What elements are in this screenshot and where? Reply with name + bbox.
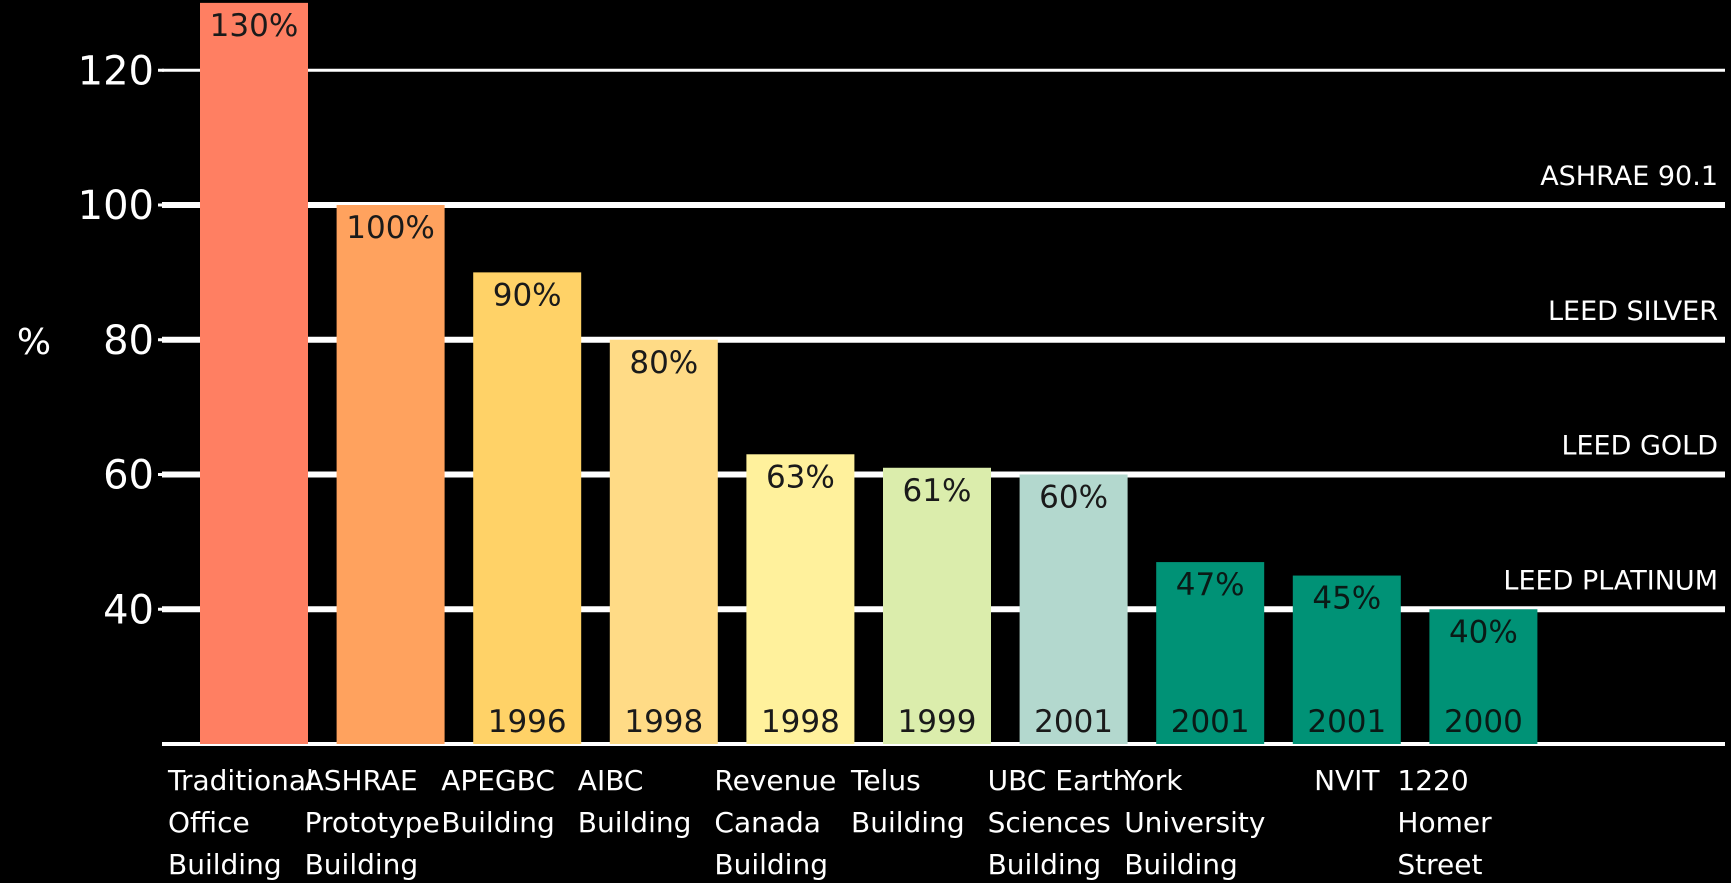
y-tick-label-120: 120 bbox=[78, 48, 154, 94]
x-tick-label-line: Canada bbox=[714, 806, 821, 839]
y-axis-label: % bbox=[17, 322, 51, 363]
x-tick-label-line: 1220 bbox=[1397, 764, 1468, 797]
x-tick-label-4: Revenue Canada Building bbox=[714, 764, 836, 881]
bar-year-label-9: 2000 bbox=[1444, 704, 1523, 740]
x-tick-label-line: Office bbox=[168, 806, 250, 839]
x-tick-label-line: Building bbox=[714, 848, 828, 881]
bar-value-label-3: 80% bbox=[629, 345, 698, 381]
x-tick-label-line: APEGBC bbox=[441, 764, 555, 797]
x-tick-label-line: Traditional bbox=[167, 764, 314, 797]
bar-year-label-7: 2001 bbox=[1171, 704, 1250, 740]
bars: 130% 100% 90% 1996 80% 1998 63% 1998 61% 1999 60% 2… bbox=[200, 2, 1538, 744]
bar-9 bbox=[1429, 609, 1538, 744]
reference-labels: ASHRAE 90.1 LEED SILVER LEED GOLD LEED PLAT… bbox=[1503, 161, 1718, 596]
bar-8 bbox=[1292, 575, 1401, 744]
x-tick-label-7: York University Building bbox=[1123, 764, 1265, 881]
bar-5 bbox=[883, 467, 991, 744]
x-tick-label-line: ASHRAE bbox=[305, 764, 418, 797]
x-tick-label-line: Building bbox=[305, 848, 419, 881]
bar-value-label-5: 61% bbox=[903, 473, 972, 509]
bar-value-label-8: 45% bbox=[1312, 581, 1381, 617]
x-tick-label-line: Revenue bbox=[714, 764, 836, 797]
x-tick-label-line: University bbox=[1124, 806, 1265, 839]
y-axis: 40 60 80 100 120% bbox=[17, 48, 164, 633]
x-tick-label-1: ASHRAE Prototype Building bbox=[305, 764, 440, 881]
x-tick-label-2: APEGBC Building bbox=[441, 764, 555, 839]
x-tick-label-5: Telus Building bbox=[850, 764, 965, 839]
x-axis-category-labels: Traditional Office Building ASHRAE Prototype… bbox=[167, 764, 1492, 881]
bar-value-label-4: 63% bbox=[766, 459, 835, 495]
y-tick-label-80: 80 bbox=[103, 318, 154, 364]
bar-6 bbox=[1019, 474, 1128, 744]
reference-label-3: LEED PLATINUM bbox=[1503, 565, 1718, 596]
x-tick-label-8: NVIT bbox=[1314, 764, 1380, 797]
x-tick-label-line: Building bbox=[578, 806, 692, 839]
bar-year-label-5: 1999 bbox=[898, 704, 977, 740]
reference-label-0: ASHRAE 90.1 bbox=[1540, 161, 1718, 192]
x-tick-label-0: Traditional Office Building bbox=[167, 764, 314, 881]
x-tick-label-line: York bbox=[1123, 764, 1183, 797]
bar-1 bbox=[336, 205, 445, 744]
x-tick-label-line: Building bbox=[168, 848, 282, 881]
x-tick-label-line: Sciences bbox=[988, 806, 1111, 839]
x-tick-label-line: NVIT bbox=[1314, 764, 1380, 797]
bar-value-label-2: 90% bbox=[493, 277, 562, 313]
bar-value-label-7: 47% bbox=[1176, 567, 1245, 603]
bar-year-label-8: 2001 bbox=[1307, 704, 1386, 740]
bar-year-label-2: 1996 bbox=[488, 704, 567, 740]
bar-year-label-3: 1998 bbox=[624, 704, 703, 740]
x-tick-label-line: Building bbox=[441, 806, 555, 839]
x-tick-label-6: UBC Earth Sciences Building bbox=[988, 764, 1131, 881]
x-tick-label-line: Building bbox=[851, 806, 965, 839]
bar-year-label-4: 1998 bbox=[761, 704, 840, 740]
reference-label-1: LEED SILVER bbox=[1548, 296, 1718, 327]
x-tick-label-line: Telus bbox=[850, 764, 921, 797]
reference-label-2: LEED GOLD bbox=[1561, 431, 1718, 462]
bar-3 bbox=[609, 339, 718, 744]
x-tick-label-line: Street bbox=[1397, 848, 1482, 881]
bar-value-label-6: 60% bbox=[1039, 480, 1108, 516]
y-tick-label-40: 40 bbox=[103, 587, 154, 633]
x-tick-label-line: UBC Earth bbox=[988, 764, 1131, 797]
x-tick-label-line: Building bbox=[988, 848, 1102, 881]
bar-2 bbox=[473, 272, 582, 744]
x-tick-label-9: 1220 Homer Street bbox=[1397, 764, 1492, 881]
x-tick-label-line: Building bbox=[1124, 848, 1238, 881]
x-tick-label-line: Prototype bbox=[305, 806, 440, 839]
bar-value-label-9: 40% bbox=[1449, 614, 1518, 650]
bar-0 bbox=[200, 2, 308, 744]
y-tick-label-100: 100 bbox=[78, 183, 154, 229]
bar-year-label-6: 2001 bbox=[1034, 704, 1113, 740]
bar-7 bbox=[1156, 562, 1265, 744]
y-tick-label-60: 60 bbox=[103, 453, 154, 499]
bar-4 bbox=[746, 454, 855, 744]
x-tick-label-3: AIBC Building bbox=[578, 764, 692, 839]
bar-value-label-0: 130% bbox=[210, 8, 299, 44]
x-tick-label-line: Homer bbox=[1397, 806, 1492, 839]
bar-value-label-1: 100% bbox=[346, 210, 435, 246]
x-tick-label-line: AIBC bbox=[578, 764, 644, 797]
